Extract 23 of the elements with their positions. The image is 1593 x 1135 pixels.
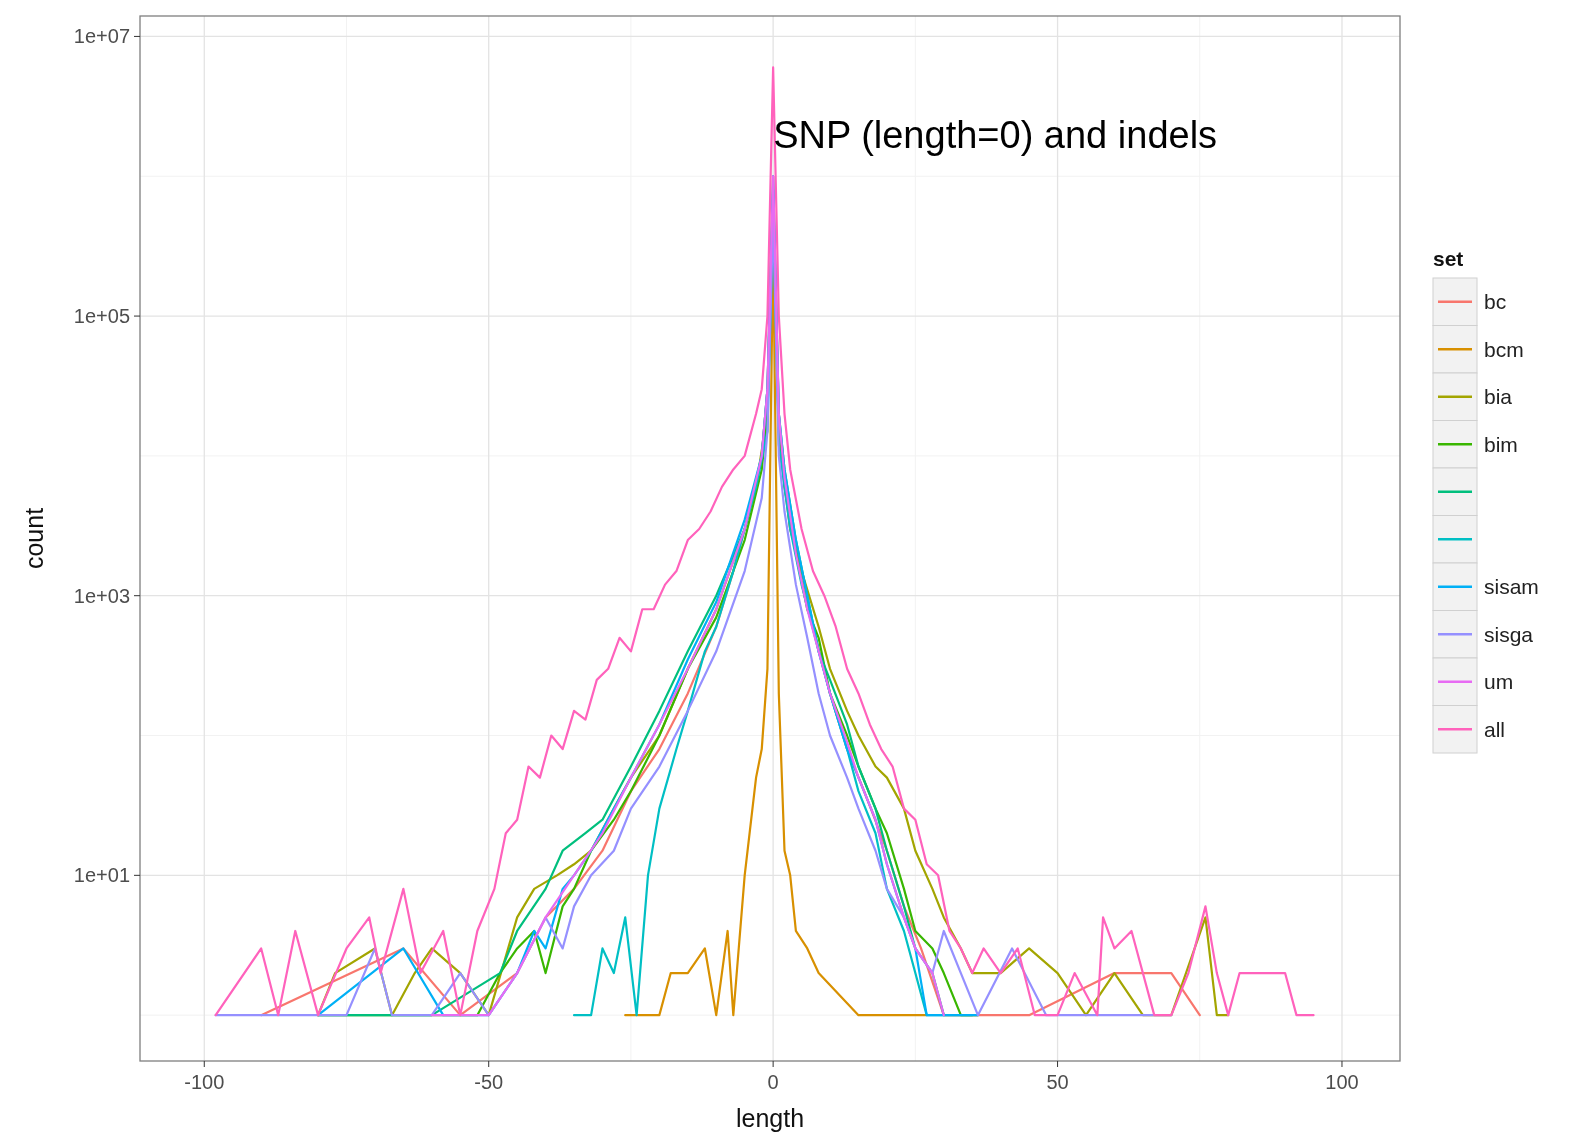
- legend-label: sisam: [1484, 575, 1539, 598]
- legend-label: bcm: [1484, 337, 1524, 361]
- y-tick-label: 1e+01: [73, 864, 130, 887]
- x-tick-label: 50: [1046, 1071, 1069, 1093]
- legend-label: bia: [1484, 385, 1513, 408]
- y-tick-label: 1e+05: [73, 305, 130, 328]
- line-series: [430, 175, 945, 1017]
- x-tick-label: -100: [184, 1071, 225, 1093]
- legend-label: bc: [1484, 290, 1507, 313]
- legend-label: sisga: [1484, 622, 1534, 646]
- x-tick-label: 0: [767, 1071, 779, 1093]
- line-series: [214, 66, 1315, 1017]
- annotation: SNP (length=0) and indels: [773, 113, 1218, 156]
- y-axis-title: count: [20, 507, 48, 570]
- legend-label: bim: [1484, 432, 1518, 456]
- x-tick-label: -50: [474, 1071, 504, 1093]
- y-tick-label: 1e+03: [73, 584, 130, 607]
- legend-label: um: [1484, 670, 1514, 693]
- x-tick-label: 100: [1325, 1071, 1359, 1093]
- x-axis-title: length: [735, 1104, 805, 1132]
- legend-title: set: [1433, 247, 1464, 270]
- legend-label: all: [1484, 717, 1506, 741]
- y-tick-label: 1e+07: [73, 25, 130, 48]
